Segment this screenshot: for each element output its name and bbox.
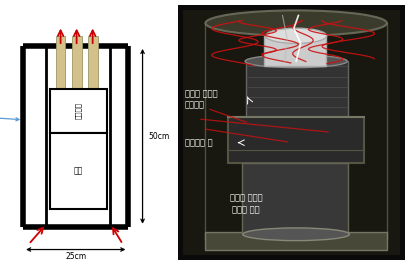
Text: 스테이터: 스테이터 [75,102,82,119]
Text: 아크릴: 아크릴 [0,113,19,122]
Bar [246,61,348,117]
Text: 회전형 아노드
엔스선 튜브: 회전형 아노드 엔스선 튜브 [230,193,262,214]
Ellipse shape [245,55,347,68]
Bar [228,117,364,163]
Bar [72,36,81,89]
Text: 튜브: 튜브 [74,166,83,175]
Ellipse shape [266,28,327,43]
Ellipse shape [205,10,387,36]
Bar [50,89,107,132]
Bar [55,36,66,89]
Text: 절연오일 함: 절연오일 함 [185,138,213,147]
Ellipse shape [243,228,350,241]
Bar [205,232,387,250]
Text: 25cm: 25cm [65,252,86,261]
Bar [50,132,107,209]
Text: 아노드 회전용
스테이터: 아노드 회전용 스테이터 [185,89,217,110]
Text: 50cm: 50cm [148,132,169,141]
Bar [88,36,98,89]
Bar [264,36,326,66]
Bar [242,163,348,234]
